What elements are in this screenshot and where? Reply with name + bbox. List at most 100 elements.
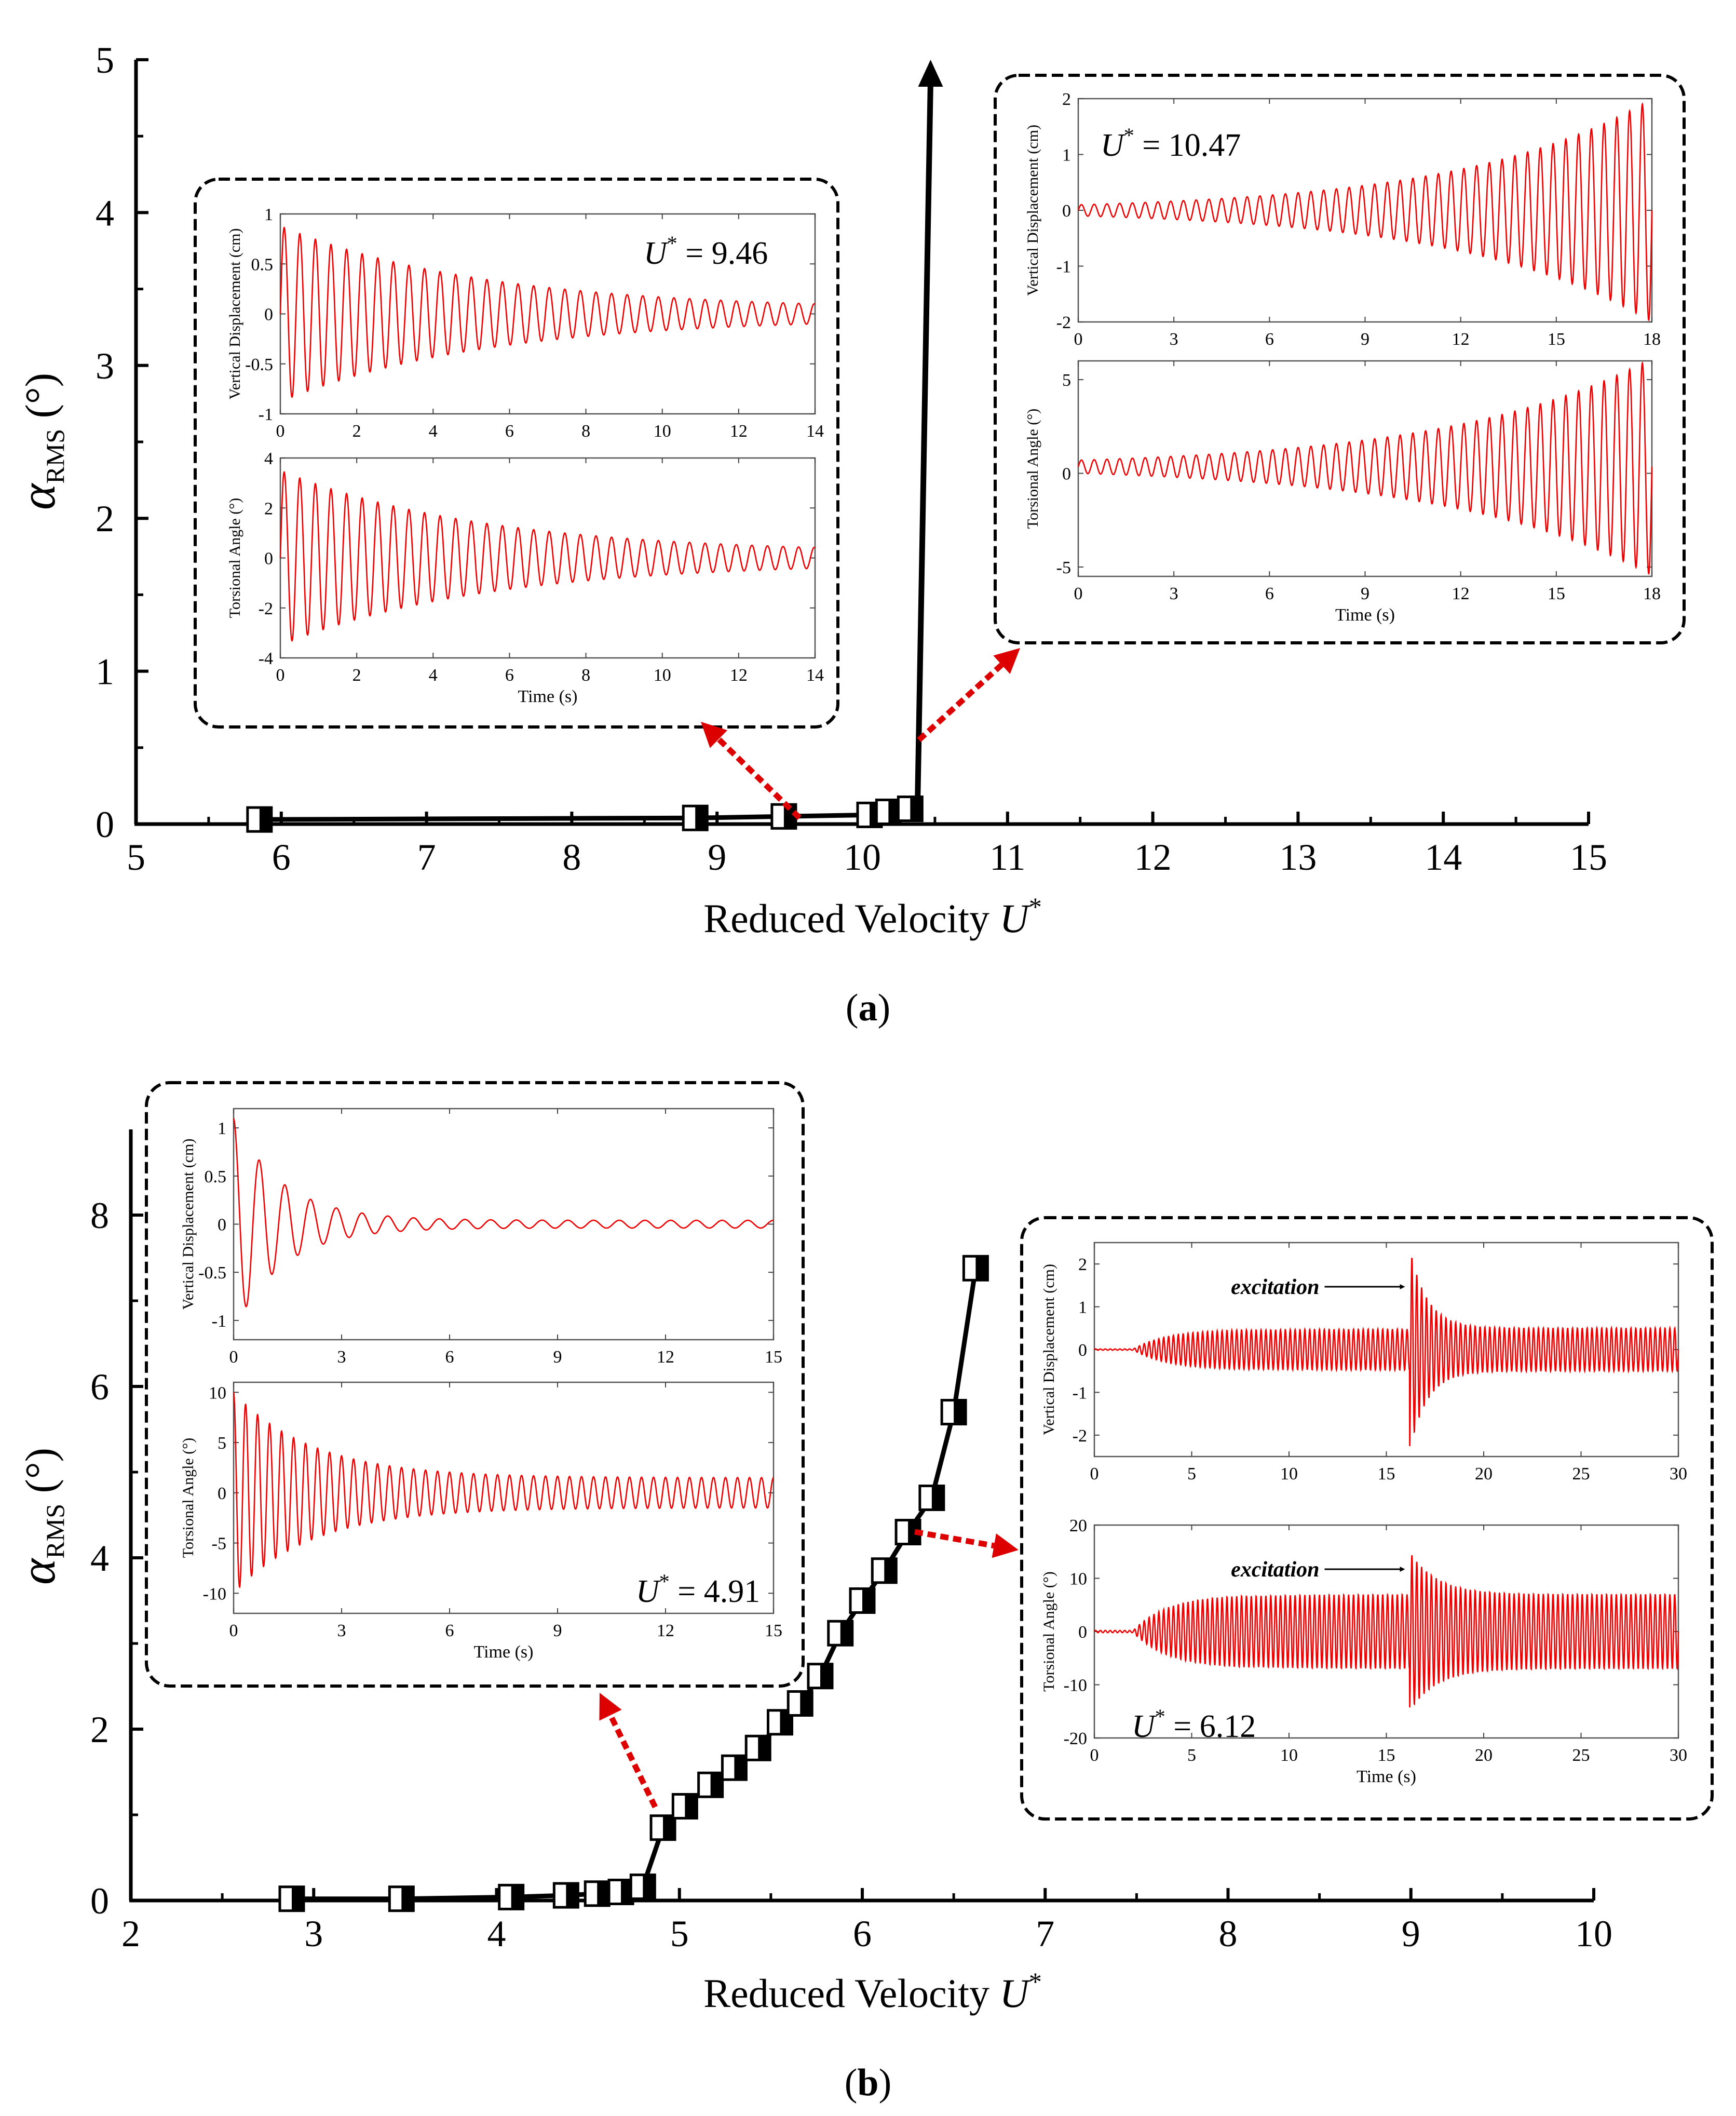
panel-b-inset-2-bottom-x-tick-label: 15 xyxy=(1378,1746,1395,1765)
panel-b-inset-1-top-x-tick-label: 15 xyxy=(765,1347,782,1367)
panel-b-data-point xyxy=(940,1399,967,1425)
panel-b-inset-2-bottom-y-tick-label: 10 xyxy=(1069,1570,1087,1589)
panel-b-x-axis-label: Reduced Velocity U* xyxy=(703,1967,1042,2016)
panel-b-inset-2-u-label: U* = 6.12 xyxy=(1132,1705,1256,1744)
panel-a-y-tick-label: 3 xyxy=(96,345,114,387)
panel-b-inset-2-bottom-y-tick-label: -10 xyxy=(1064,1676,1087,1695)
panel-a-x-tick-label: 8 xyxy=(562,837,581,878)
panel-a-panel-label: (a) xyxy=(846,987,890,1029)
panel-a-inset-1-bottom-y-axis-label: Torsional Angle (°) xyxy=(226,498,243,618)
panel-a-x-tick-label: 6 xyxy=(272,837,291,878)
panel-a-inset-1-bottom-y-tick-label: 4 xyxy=(264,449,273,468)
panel-b-inset-2-bottom-y-tick-label: -20 xyxy=(1064,1729,1087,1748)
panel-b-inset-1-bottom-x-axis-label: Time (s) xyxy=(474,1642,534,1662)
panel-a-inset-1-bottom-y-tick-label: -4 xyxy=(259,649,273,668)
panel-b-inset-2-top-annotation: excitation xyxy=(1231,1275,1319,1299)
panel-a-inset-1-top-y-tick-label: -0.5 xyxy=(245,355,273,374)
panel-a-inset-1-top-x-tick-label: 4 xyxy=(429,422,438,441)
panel-a-inset-1-bottom-frame xyxy=(279,457,816,659)
panel-b-inset-1-top-y-tick-label: -0.5 xyxy=(198,1263,226,1283)
panel-b-inset-1-top-frame xyxy=(233,1108,775,1341)
panel-b-inset-1-top-x-tick-label: 3 xyxy=(337,1347,346,1367)
panel-b-data-point xyxy=(388,1885,415,1912)
panel-a-inset-2-bottom-signal-trace xyxy=(1077,361,1653,575)
panel-a-inset-2-bottom-x-tick-label: 3 xyxy=(1170,584,1178,603)
panel-b-inset-1-bottom-signal-trace xyxy=(233,1392,774,1588)
panel-b-inset-1-top-y-tick-label: -1 xyxy=(212,1312,226,1331)
panel-a-inset-2-bottom-x-tick-label: 9 xyxy=(1361,584,1369,603)
panel-b-x-tick-label: 5 xyxy=(670,1913,689,1955)
panel-a-y-tick-label: 2 xyxy=(96,498,114,540)
panel-b-inset-2-bottom-x-tick-label: 5 xyxy=(1187,1746,1196,1765)
panel-a-inset-1-bottom-x-tick-label: 12 xyxy=(730,666,748,685)
panel-b-data-point xyxy=(552,1882,579,1909)
panel-b-inset-2-bottom-x-tick-label: 20 xyxy=(1475,1746,1493,1765)
panel-a-inset-2-bottom-x-tick-label: 12 xyxy=(1452,584,1470,603)
panel-a-y-tick-label: 5 xyxy=(96,39,114,81)
panel-a-inset-2-top-y-tick-label: 2 xyxy=(1062,90,1071,109)
panel-a-red-arrow-2-head xyxy=(993,648,1020,675)
panel-a-inset-2-bottom-x-tick-label: 6 xyxy=(1265,584,1274,603)
panel-a-inset-2-top-y-tick-label: -2 xyxy=(1056,313,1071,332)
panel-b-y-tick-label: 8 xyxy=(90,1195,109,1236)
panel-b-inset-2-top-x-tick-label: 20 xyxy=(1475,1464,1493,1484)
panel-a-inset-2-top-x-tick-label: 6 xyxy=(1265,330,1274,349)
panel-a-divergence-arrowhead xyxy=(918,60,943,87)
panel-b-inset-1-top-x-tick-label: 0 xyxy=(229,1347,238,1367)
panel-b-inset-2-top-x-tick-label: 10 xyxy=(1280,1464,1298,1484)
panel-b-inset-1-bottom-x-tick-label: 9 xyxy=(553,1621,562,1640)
panel-b-inset-1-bottom-x-tick-label: 6 xyxy=(445,1621,454,1640)
panel-b-inset-1-top-y-tick-label: 1 xyxy=(218,1119,226,1138)
panel-b-data-point xyxy=(697,1771,724,1798)
panel-a-data-point xyxy=(875,798,902,825)
panel-a-inset-1-bottom-y-tick-label: 0 xyxy=(264,549,273,569)
panel-a-inset-2-bottom-x-tick-label: 18 xyxy=(1643,584,1661,603)
panel-a-inset-1-top-y-tick-label: 0.5 xyxy=(251,255,274,274)
panel-a-inset-1-top-x-tick-label: 2 xyxy=(352,422,361,441)
panel-b-inset-1-top-signal-trace xyxy=(233,1118,774,1308)
panel-a-inset-1-top-frame xyxy=(279,213,816,415)
panel-a-inset-1-u-label: U* = 9.46 xyxy=(644,232,768,271)
panel-b-inset-2-bottom-x-tick-label: 10 xyxy=(1280,1746,1298,1765)
panel-b-inset-1-bottom-x-tick-label: 0 xyxy=(229,1621,238,1640)
panel-b-inset-2-bottom-annotation: excitation xyxy=(1231,1558,1319,1582)
panel-b-x-tick-label: 3 xyxy=(304,1913,323,1955)
panel-b-inset-2-top-y-tick-label: 0 xyxy=(1078,1341,1087,1360)
panel-b-x-tick-label: 10 xyxy=(1575,1913,1612,1955)
panel-a-series-line xyxy=(259,806,911,822)
panel-b-red-arrow-2-head xyxy=(992,1533,1019,1558)
panel-b-data-point xyxy=(807,1663,834,1690)
panel-a-inset-1-top-y-tick-label: 1 xyxy=(264,205,273,224)
panel-a-y-tick-label: 4 xyxy=(96,192,114,234)
panel-b-inset-2-bottom-y-tick-label: 20 xyxy=(1069,1516,1087,1535)
panel-a-inset-2-top-y-tick-label: -1 xyxy=(1056,258,1071,277)
panel-a-inset-1-top-x-tick-label: 8 xyxy=(581,422,590,441)
panel-b-x-tick-label: 7 xyxy=(1036,1913,1054,1955)
panel-a-inset-1-top-y-axis-label: Vertical Displacement (cm) xyxy=(226,228,243,400)
panel-b-data-point xyxy=(744,1734,771,1761)
panel-a-red-arrow-2 xyxy=(917,663,1004,743)
panel-b-data-point xyxy=(607,1879,634,1905)
panel-b-inset-1-top-x-tick-label: 12 xyxy=(657,1347,674,1367)
panel-b-x-tick-label: 9 xyxy=(1402,1913,1420,1955)
panel-b-x-tick-label: 4 xyxy=(487,1913,506,1955)
panel-a-inset-1-bottom-x-tick-label: 6 xyxy=(505,666,514,685)
panel-a-inset-1-top-y-tick-label: -1 xyxy=(259,405,273,424)
panel-b-inset-2-top-x-tick-label: 15 xyxy=(1378,1464,1395,1484)
panel-a-x-tick-label: 11 xyxy=(989,837,1025,878)
panel-a-inset-1-bottom-x-tick-label: 0 xyxy=(276,666,285,685)
panel-b-x-tick-label: 6 xyxy=(853,1913,872,1955)
panel-a-inset-1-bottom-x-tick-label: 8 xyxy=(581,666,590,685)
panel-b-inset-1-bottom-y-tick-label: 10 xyxy=(209,1383,226,1403)
panel-a-inset-1-top-x-tick-label: 10 xyxy=(654,422,671,441)
panel-b-data-point xyxy=(671,1793,698,1820)
panel-b-inset-1-bottom-x-tick-label: 3 xyxy=(337,1621,346,1640)
panel-a-inset-1-bottom-x-axis-label: Time (s) xyxy=(518,687,578,706)
panel-b-data-point xyxy=(962,1255,989,1282)
panel-b-red-arrow-2 xyxy=(914,1529,995,1549)
panel-a-inset-2-bottom-x-tick-label: 15 xyxy=(1548,584,1565,603)
panel-b-panel-label: (b) xyxy=(845,2061,891,2104)
panel-a-x-tick-label: 12 xyxy=(1134,837,1172,878)
